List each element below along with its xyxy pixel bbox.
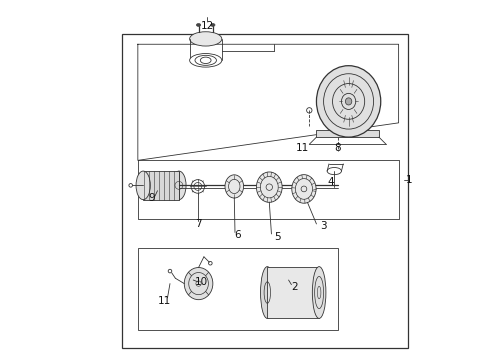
Bar xyxy=(317,130,379,137)
Ellipse shape xyxy=(190,54,222,67)
Text: 9: 9 xyxy=(149,193,155,203)
Text: 11: 11 xyxy=(158,296,171,306)
Ellipse shape xyxy=(225,175,244,198)
Text: 4: 4 xyxy=(327,177,334,187)
Ellipse shape xyxy=(312,267,326,319)
Text: 10: 10 xyxy=(195,277,208,287)
Text: 5: 5 xyxy=(274,232,280,242)
Text: 6: 6 xyxy=(234,230,241,240)
Ellipse shape xyxy=(256,172,282,202)
Ellipse shape xyxy=(136,171,150,200)
Ellipse shape xyxy=(196,23,201,26)
Text: 7: 7 xyxy=(195,219,202,229)
Bar xyxy=(143,171,179,200)
Bar xyxy=(138,248,338,330)
Bar xyxy=(122,33,408,348)
Ellipse shape xyxy=(211,23,215,26)
Ellipse shape xyxy=(190,32,222,46)
Ellipse shape xyxy=(345,98,352,105)
Text: 8: 8 xyxy=(335,143,341,153)
Text: 3: 3 xyxy=(320,221,327,231)
Text: 1: 1 xyxy=(406,175,413,185)
Ellipse shape xyxy=(261,267,274,319)
Ellipse shape xyxy=(172,171,186,200)
Ellipse shape xyxy=(292,175,316,203)
Text: 11: 11 xyxy=(295,143,309,153)
Ellipse shape xyxy=(184,267,213,300)
Bar xyxy=(268,267,319,319)
Text: 12: 12 xyxy=(201,21,214,31)
Text: 2: 2 xyxy=(292,282,298,292)
Ellipse shape xyxy=(317,66,381,137)
